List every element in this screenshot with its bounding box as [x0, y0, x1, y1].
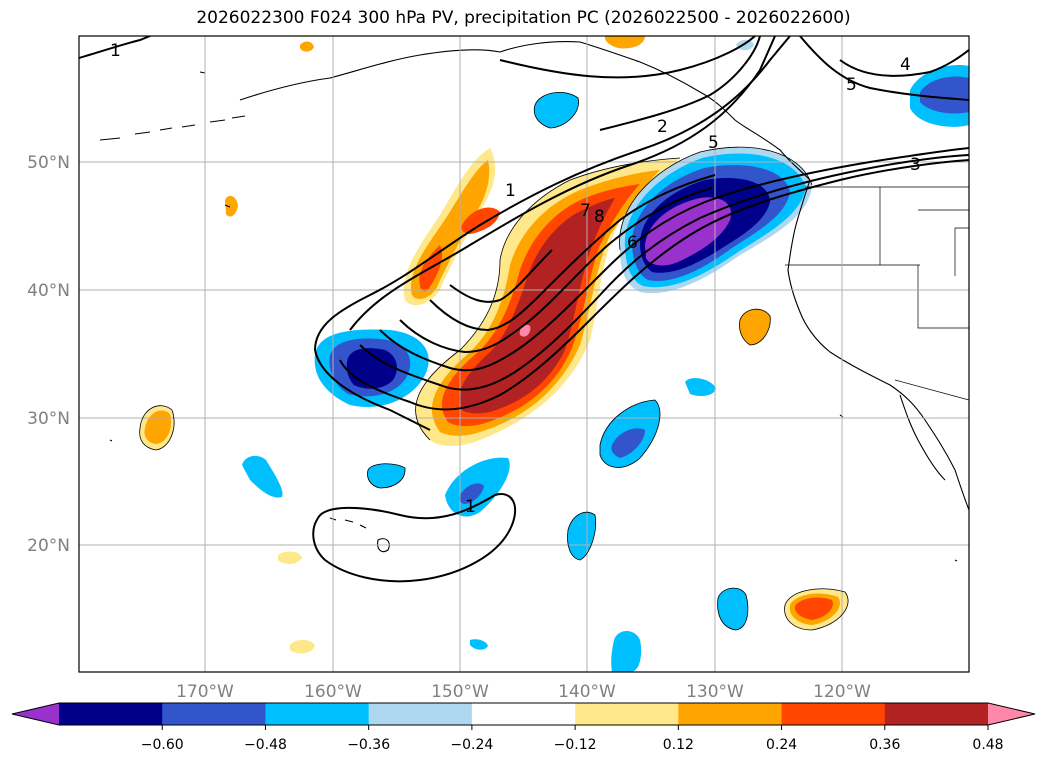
negative-anomaly-small-1	[534, 92, 579, 128]
pv-contour-11	[799, 36, 969, 101]
pv-contour-9	[499, 36, 756, 79]
colorbar-outline	[11, 702, 1036, 726]
positive-anomaly-small-7	[604, 36, 645, 49]
state-borders	[785, 187, 969, 329]
colorbar-swatches	[12, 703, 1035, 725]
colorbar-tick-label: 0.48	[972, 737, 1003, 753]
map-frame	[78, 35, 970, 673]
pv-contour-6	[399, 187, 713, 354]
positive-anomaly-small-4	[225, 195, 238, 217]
negative-anomaly-small-3b	[459, 483, 484, 504]
contour-label: 7	[580, 201, 591, 221]
lat-label-30n: 30°N	[27, 409, 70, 429]
positive-anomaly-pink	[519, 324, 531, 337]
negative-anomaly-small-8	[717, 588, 748, 630]
negative-anomaly-small-5	[367, 463, 406, 488]
pv-contour-4	[359, 154, 969, 391]
positive-anomaly-small-6	[290, 639, 315, 654]
lon-label-160w: 160°W	[304, 682, 362, 702]
negative-anomaly-small-9	[685, 378, 716, 396]
negative-anomaly-small-2b	[611, 428, 645, 458]
latitude-labels: 50°N 40°N 30°N 20°N	[27, 153, 70, 556]
positive-anomaly-small-8	[300, 41, 314, 52]
colorbar-ticks: −0.60 −0.48 −0.36 −0.24 −0.12 0.12 0.24 0.36 0.4…	[141, 725, 1004, 753]
positive-anomaly-small-3c	[794, 597, 833, 620]
colorbar-tick-label: −0.12	[554, 737, 597, 753]
colorbar-swatch	[162, 703, 266, 725]
colorbar-tick-label: −0.60	[141, 737, 184, 753]
positive-anomaly-red-3	[461, 207, 500, 234]
negative-anomaly-ne-blue	[920, 76, 969, 114]
negative-anomaly-small-10	[470, 639, 488, 650]
lon-label-170w: 170°W	[176, 682, 234, 702]
pv-contours	[79, 36, 969, 583]
lat-label-50n: 50°N	[27, 153, 70, 173]
pv-contour-5	[379, 147, 969, 372]
pv-contour-2	[349, 36, 776, 331]
colorbar-swatch	[59, 703, 163, 725]
pv-contour-1	[314, 36, 791, 351]
colorbar-tick-label: −0.36	[347, 737, 390, 753]
us-mexico-border	[894, 379, 969, 401]
pv-contour-7	[429, 174, 716, 332]
colorbar-extend-min	[12, 703, 59, 725]
positive-anomaly-darkred	[458, 198, 615, 414]
lon-label-140w: 140°W	[558, 682, 616, 702]
contour-label: 5	[708, 133, 719, 153]
contour-label: 3	[910, 155, 921, 175]
map-title: 2026022300 F024 300 hPa PV, precipitatio…	[196, 8, 851, 28]
colorbar-swatch	[781, 703, 886, 725]
colorbar-swatch	[884, 703, 989, 725]
negative-anomaly-small-11	[736, 39, 754, 51]
pv-contour-subtropical	[312, 493, 517, 583]
baja	[899, 394, 946, 481]
colorbar-swatch	[265, 703, 370, 725]
gridlines	[79, 36, 969, 672]
lon-label-150w: 150°W	[431, 682, 489, 702]
colorbar-swatch	[471, 703, 576, 725]
positive-anomaly-small-5	[278, 551, 302, 564]
lat-label-40n: 40°N	[27, 281, 70, 301]
colorbar: −0.60 −0.48 −0.36 −0.24 −0.12 0.12 0.24 0.36 0.4…	[11, 702, 1036, 753]
negative-anomaly-small-6	[567, 512, 596, 560]
contour-label: 1	[110, 41, 121, 61]
lat-label-20n: 20°N	[27, 536, 70, 556]
colorbar-tick-label: 0.12	[663, 737, 694, 753]
contour-label: 8	[594, 207, 605, 227]
longitude-labels: 170°W 160°W 150°W 140°W 130°W 120°W	[176, 682, 871, 702]
na-west-coast	[787, 179, 969, 511]
pv-contour-8	[449, 249, 553, 303]
lon-label-120w: 120°W	[813, 682, 871, 702]
negative-anomaly-small-4	[242, 455, 283, 498]
colorbar-tick-label: 0.36	[869, 737, 900, 753]
colorbar-swatch	[678, 703, 783, 725]
colorbar-tick-label: 0.24	[766, 737, 797, 753]
negative-anomaly-sw-navy	[346, 348, 397, 389]
pv-contour-12	[839, 49, 969, 77]
pv-contour-10	[599, 36, 761, 131]
contour-label: 1	[505, 181, 516, 201]
positive-anomaly-small-1b	[144, 410, 172, 444]
contour-label: 5	[846, 75, 857, 95]
pv-contour-3	[339, 159, 969, 411]
aleutians	[99, 115, 246, 141]
contour-labels: 1 1 1 2 5 4 5 3 7 8 6	[110, 41, 921, 517]
contour-label: 6	[627, 233, 638, 253]
contour-label: 1	[465, 497, 476, 517]
lon-label-130w: 130°W	[686, 682, 744, 702]
colorbar-tick-label: −0.24	[450, 737, 493, 753]
contour-label: 2	[657, 117, 668, 137]
colorbar-swatch	[575, 703, 679, 725]
pv-contour-13	[79, 36, 151, 59]
positive-anomaly-small-2	[739, 309, 771, 345]
contour-label: 4	[900, 55, 911, 75]
negative-anomaly-small-7	[611, 631, 642, 672]
anomaly-outlines	[139, 91, 849, 631]
colorbar-swatch	[368, 703, 473, 725]
colorbar-tick-label: −0.48	[244, 737, 287, 753]
colorbar-extend-max	[988, 703, 1035, 725]
